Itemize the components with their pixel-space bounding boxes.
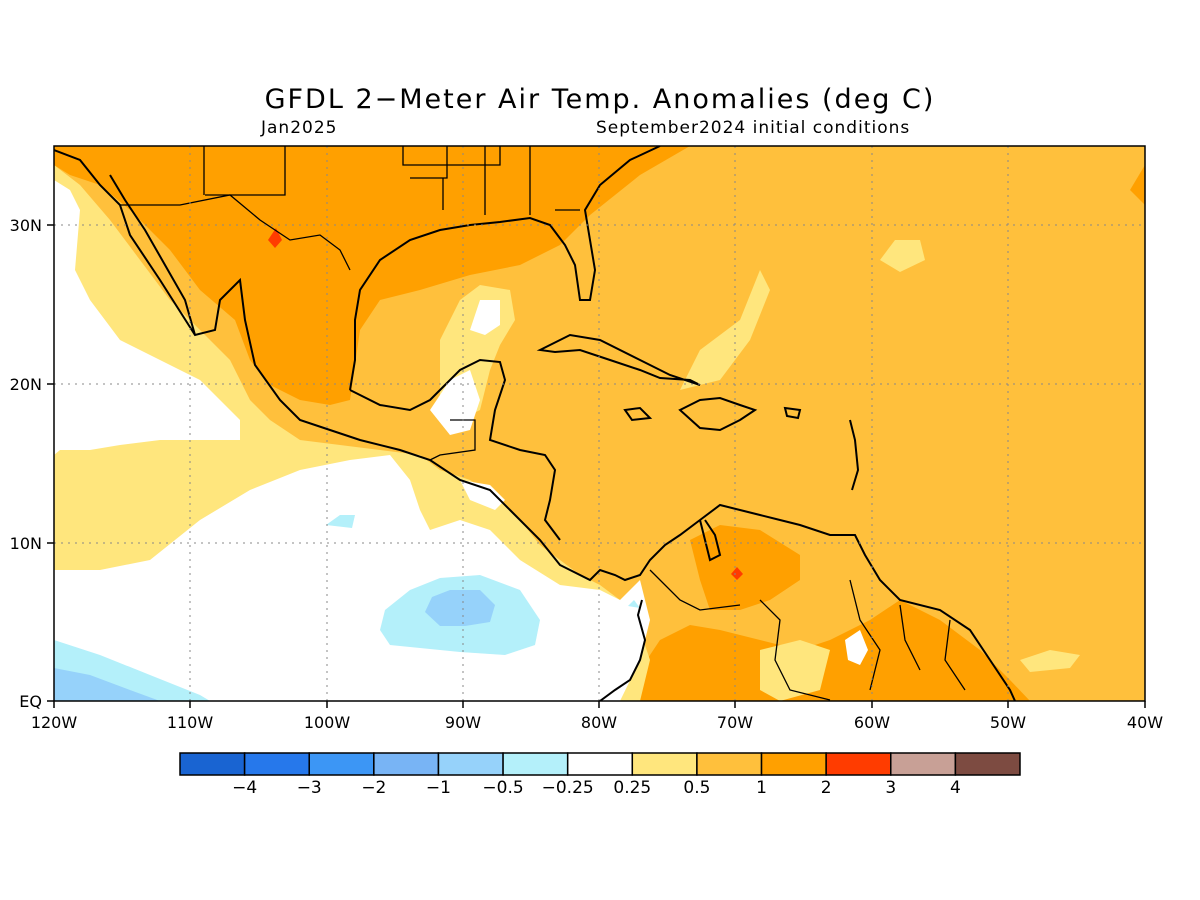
anomaly-region-weak-warm-brazil bbox=[1020, 650, 1080, 672]
anomaly-region-neutral-central-america bbox=[460, 480, 505, 510]
colorbar-label: −1 bbox=[426, 778, 451, 798]
colombia-venezuela-border bbox=[649, 569, 741, 611]
x-tick-label: 90W bbox=[445, 713, 481, 732]
x-axis-labels: 120W 110W 100W 90W 80W 70W 60W 50W 40W bbox=[31, 713, 1163, 732]
y-tick-label: 10N bbox=[10, 534, 42, 553]
axis-ticks bbox=[47, 224, 1146, 708]
anomaly-region-neutral-yucatan bbox=[430, 370, 480, 435]
anomaly-region-strong-warm-atlantic bbox=[1130, 165, 1145, 205]
anomaly-region-cool-small bbox=[326, 515, 355, 528]
x-tick-label: 100W bbox=[304, 713, 351, 732]
guatemala-belize-border bbox=[429, 419, 476, 461]
colorbar-label: −0.5 bbox=[482, 778, 523, 798]
colorbar-label: −0.25 bbox=[542, 778, 594, 798]
anomaly-region-cooler-southwest bbox=[54, 668, 160, 701]
colorbar-swatch bbox=[566, 752, 634, 776]
x-tick-label: 70W bbox=[717, 713, 753, 732]
borders-layer bbox=[120, 146, 966, 701]
colorbar-swatch bbox=[243, 752, 310, 776]
anomaly-region-neutral-north-pacific bbox=[54, 180, 240, 455]
colorbar-swatch bbox=[179, 752, 246, 776]
colorbar-label: 1 bbox=[756, 778, 767, 798]
cuba-coastline bbox=[536, 333, 701, 386]
anomaly-region-cooler-pacific bbox=[425, 590, 495, 626]
puerto-rico-coastline bbox=[783, 406, 802, 420]
colorbar-label: 0.5 bbox=[683, 778, 710, 798]
lesser-antilles-coastline bbox=[849, 419, 860, 491]
x-tick-label: 80W bbox=[581, 713, 617, 732]
colorbar-swatch bbox=[437, 752, 504, 776]
colorbar-label: 3 bbox=[885, 778, 896, 798]
colorbar-label: −2 bbox=[361, 778, 386, 798]
colorbar: −4 −3 −2 −1 −0.5 −0.25 0.25 0.5 1 2 3 4 bbox=[179, 752, 1021, 798]
yucatan-central-america-coastline bbox=[349, 358, 561, 541]
colorbar-swatch bbox=[308, 752, 375, 776]
ecuador-coastline bbox=[599, 599, 647, 701]
colorbar-label: −4 bbox=[232, 778, 257, 798]
pacific-atlantic-coastline bbox=[54, 149, 1016, 701]
anomaly-region-weak-warm-atlantic bbox=[880, 240, 925, 272]
anomaly-region-cool-panama bbox=[628, 600, 640, 608]
south-america-borders bbox=[759, 579, 966, 701]
colorbar-label: 2 bbox=[821, 778, 832, 798]
anomaly-region-weak-warm-amazon bbox=[760, 640, 830, 701]
colorbar-swatch bbox=[373, 752, 440, 776]
us-mexico-border bbox=[120, 194, 351, 271]
colorbar-label: −3 bbox=[297, 778, 322, 798]
jamaica-coastline bbox=[623, 406, 653, 422]
y-tick-label: 20N bbox=[10, 375, 42, 394]
baja-california-coastline bbox=[109, 174, 196, 336]
x-tick-label: 40W bbox=[1127, 713, 1163, 732]
colorbar-swatch bbox=[760, 752, 827, 776]
y-tick-label: 30N bbox=[10, 216, 42, 235]
anomaly-region-neutral-gulf bbox=[470, 300, 500, 335]
gulf-coastline bbox=[349, 146, 661, 391]
colorbar-swatch bbox=[502, 752, 569, 776]
map-fill-layer bbox=[54, 146, 1145, 701]
y-tick-label: EQ bbox=[19, 692, 42, 711]
anomaly-region-strong-warm-south-america bbox=[630, 600, 1030, 701]
colorbar-label: 4 bbox=[950, 778, 961, 798]
initial-conditions-label: September2024 initial conditions bbox=[596, 118, 911, 138]
gridlines bbox=[54, 146, 1145, 701]
hispaniola-coastline bbox=[678, 396, 758, 432]
colorbar-swatch bbox=[954, 752, 1021, 776]
colorbar-swatch bbox=[631, 752, 698, 776]
x-tick-label: 110W bbox=[167, 713, 214, 732]
colorbar-swatch bbox=[696, 752, 763, 776]
anomaly-region-weak-warm-bahamas bbox=[680, 270, 770, 390]
y-axis-labels: EQ 10N 20N 30N bbox=[10, 216, 42, 711]
x-tick-label: 50W bbox=[990, 713, 1026, 732]
lake-maracaibo-coastline bbox=[699, 519, 722, 562]
anomaly-hotspot-venezuela bbox=[731, 567, 743, 580]
anomaly-region-strong-warm-north bbox=[54, 146, 690, 405]
us-state-borders bbox=[203, 146, 580, 215]
colorbar-swatch bbox=[825, 752, 892, 776]
coastline-layer bbox=[54, 146, 1016, 701]
colorbar-swatch bbox=[890, 752, 957, 776]
forecast-period: Jan2025 bbox=[261, 118, 338, 138]
map-title: GFDL 2−Meter Air Temp. Anomalies (deg C) bbox=[264, 84, 936, 115]
x-tick-label: 60W bbox=[854, 713, 890, 732]
anomaly-region-neutral-guyana bbox=[845, 630, 868, 665]
x-tick-label: 120W bbox=[31, 713, 78, 732]
colorbar-label: 0.25 bbox=[613, 778, 651, 798]
